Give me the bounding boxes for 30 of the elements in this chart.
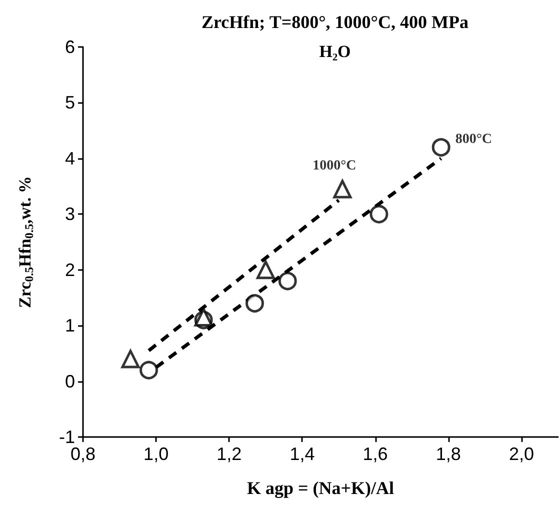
y-tick-label: 4 [64, 148, 75, 168]
series-label: 800°C [455, 132, 492, 147]
chart-subtitle: H₂O [319, 42, 351, 61]
y-tick-label: 3 [64, 204, 75, 224]
y-tick-label: 5 [64, 92, 75, 113]
y-tick-label: 2 [64, 260, 75, 280]
x-tick-label: 1,6 [362, 444, 388, 464]
x-tick-label: 1,2 [216, 444, 242, 464]
y-tick-label: 0 [64, 371, 75, 392]
chart-title: ZrcHfn; T=800°, 1000°C, 400 MPa [202, 12, 468, 32]
y-axis-title: Zrc0.5Hfn0.5,wt. % [16, 176, 36, 308]
point [140, 360, 158, 380]
point [278, 272, 297, 290]
x-tick-label: 1,0 [144, 444, 169, 464]
x-tick-label: 0,8 [70, 444, 96, 464]
point [194, 308, 213, 326]
point [370, 204, 388, 224]
y-tick-label: 1 [64, 316, 75, 336]
x-tick-label: 1,8 [436, 444, 461, 464]
x-axis-title: K agp = (Na+K)/Al [246, 478, 394, 498]
y-tick-label: 6 [64, 37, 75, 57]
point [333, 180, 352, 198]
point [256, 260, 275, 280]
point [432, 138, 450, 157]
x-tick-label: 2,0 [508, 444, 534, 464]
series-label: 1000°C [312, 158, 356, 174]
x-tick-label: 1,4 [290, 444, 315, 464]
point [121, 350, 140, 368]
point [245, 294, 264, 313]
y-tick-label: -1 [58, 427, 75, 447]
